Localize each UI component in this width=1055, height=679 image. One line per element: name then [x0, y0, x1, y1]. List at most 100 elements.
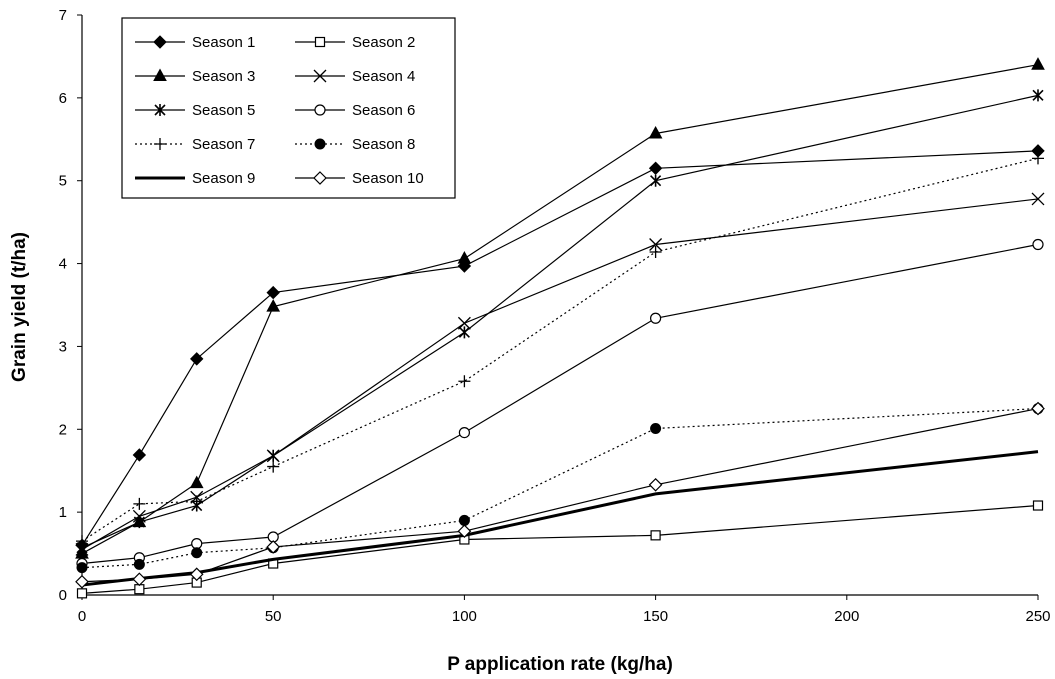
data-point-season-10 — [457, 524, 472, 539]
data-point-season-3 — [1031, 57, 1045, 70]
legend-item-season-1: Season 1 — [135, 34, 255, 51]
legend-marker — [153, 35, 167, 49]
series-season-6 — [76, 238, 1044, 570]
legend-box — [121, 17, 456, 199]
data-point-season-2 — [650, 530, 661, 541]
legend-marker — [313, 171, 327, 185]
x-axis-title: P application rate (kg/ha) — [447, 654, 673, 675]
data-point-season-10 — [75, 574, 89, 589]
data-point-season-7 — [76, 535, 88, 548]
legend-item-season-4: Season 4 — [295, 68, 415, 85]
data-point-season-6 — [458, 427, 470, 439]
legend-marker — [154, 104, 166, 116]
data-point-season-1 — [190, 352, 204, 366]
series-line-season-9 — [81, 450, 1039, 587]
data-point-season-5 — [458, 326, 470, 339]
data-point-season-7 — [133, 497, 146, 510]
y-tick-label: 3 — [59, 338, 67, 355]
legend-label: Season 5 — [192, 102, 255, 119]
data-point-season-8 — [191, 547, 203, 559]
y-tick-label: 7 — [59, 7, 67, 24]
y-tick-label: 4 — [59, 256, 67, 273]
data-point-season-2 — [1032, 500, 1044, 511]
data-point-season-7 — [458, 375, 471, 388]
series-line-season-8 — [81, 407, 1039, 569]
x-tick-label: 200 — [834, 608, 859, 625]
y-tick-label: 5 — [59, 173, 67, 190]
data-point-season-6 — [1032, 238, 1044, 251]
data-point-season-2 — [76, 588, 88, 599]
data-point-season-8 — [650, 422, 662, 434]
legend-label: Season 8 — [352, 136, 415, 153]
legend-item-season-10: Season 10 — [295, 170, 424, 187]
data-point-season-4 — [1031, 192, 1045, 206]
y-tick-label: 1 — [59, 504, 67, 521]
data-point-season-3 — [266, 299, 281, 312]
legend-item-season-8: Season 8 — [295, 136, 415, 153]
x-tick-label: 150 — [643, 608, 668, 625]
data-point-season-10 — [266, 540, 281, 554]
x-tick-label: 50 — [265, 608, 282, 625]
series-season-7 — [76, 152, 1044, 548]
data-point-season-7 — [190, 495, 203, 508]
data-point-season-1 — [132, 448, 147, 462]
data-point-season-10 — [132, 572, 147, 587]
series-layer — [75, 57, 1045, 599]
data-point-season-6 — [649, 312, 662, 324]
y-axis-title: Grain yield (t/ha) — [9, 232, 30, 382]
data-point-season-3 — [457, 251, 472, 264]
series-season-1 — [75, 144, 1045, 552]
legend-marker — [153, 68, 167, 81]
legend-marker — [313, 69, 327, 83]
legend-label: Season 10 — [352, 170, 424, 187]
data-point-season-1 — [648, 161, 663, 175]
legend-label: Season 7 — [192, 136, 255, 153]
legend-marker — [314, 36, 326, 48]
data-point-season-10 — [189, 567, 204, 582]
legend-item-season-6: Season 6 — [295, 102, 415, 119]
legend-item-season-5: Season 5 — [135, 102, 255, 119]
data-point-season-8 — [133, 558, 145, 570]
series-line-season-2 — [81, 504, 1039, 594]
data-point-season-1 — [266, 285, 280, 300]
x-tick-label: 100 — [452, 608, 477, 625]
legend-label: Season 9 — [192, 170, 255, 187]
data-point-season-10 — [1031, 401, 1045, 416]
series-season-2 — [76, 500, 1044, 599]
legend-item-season-3: Season 3 — [135, 68, 255, 85]
legend: Season 1 Season 2 Season 3 Season 4 Season 5… — [121, 17, 456, 199]
data-point-season-8 — [76, 562, 88, 574]
legend-label: Season 6 — [352, 102, 415, 119]
legend-item-season-7: Season 7 — [135, 136, 255, 153]
data-point-season-7 — [649, 245, 662, 258]
data-point-season-5 — [133, 516, 145, 529]
data-point-season-5 — [650, 174, 662, 187]
data-point-season-5 — [1032, 89, 1044, 102]
data-point-season-7 — [1032, 152, 1044, 165]
x-tick-label: 250 — [1025, 608, 1050, 625]
series-line-season-4 — [81, 198, 1039, 550]
data-point-season-3 — [648, 125, 663, 139]
y-tick-label: 6 — [59, 90, 67, 107]
x-tick-label: 0 — [78, 608, 86, 625]
data-point-season-8 — [458, 514, 470, 526]
data-point-season-7 — [267, 460, 280, 473]
legend-item-season-2: Season 2 — [295, 34, 415, 51]
legend-label: Season 2 — [352, 34, 415, 51]
series-line-season-1 — [81, 150, 1039, 546]
legend-label: Season 1 — [192, 34, 255, 51]
legend-marker — [314, 104, 326, 116]
legend-label: Season 3 — [192, 68, 255, 85]
series-season-9 — [81, 450, 1039, 587]
legend-marker — [314, 138, 326, 150]
data-point-season-3 — [189, 475, 204, 489]
series-season-4 — [75, 192, 1045, 556]
series-season-5 — [76, 89, 1044, 554]
data-point-season-4 — [649, 238, 663, 251]
axes: 0 50 100 150 200 250 0 1 2 3 4 5 6 7 — [59, 7, 1051, 625]
legend-label: Season 4 — [352, 68, 415, 85]
series-season-8 — [76, 403, 1044, 574]
series-season-10 — [75, 401, 1045, 589]
data-point-season-5 — [267, 449, 279, 462]
